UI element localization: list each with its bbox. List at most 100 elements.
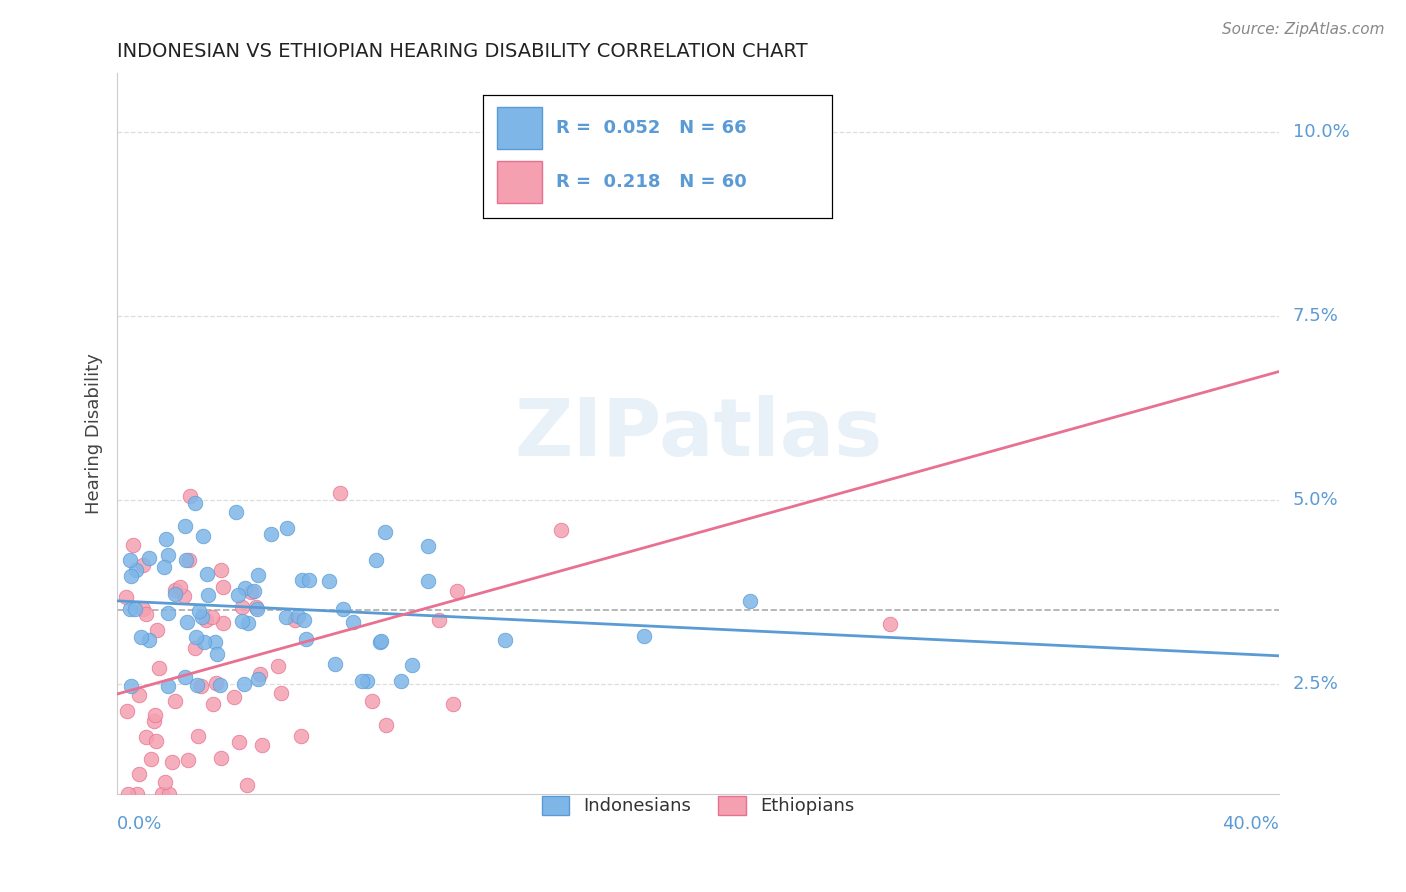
Point <box>276 610 298 624</box>
Text: 10.0%: 10.0% <box>1294 123 1350 141</box>
Point <box>228 735 250 749</box>
Point <box>361 693 384 707</box>
Point <box>187 604 209 618</box>
Point <box>117 787 139 801</box>
Point <box>323 657 346 672</box>
Point <box>246 672 269 686</box>
Point <box>356 674 378 689</box>
Point <box>156 606 179 620</box>
Point <box>233 582 256 596</box>
Point <box>352 674 374 689</box>
Point <box>250 739 273 753</box>
Point <box>364 553 387 567</box>
Point <box>239 584 262 599</box>
Point <box>195 566 218 581</box>
Point <box>174 552 197 566</box>
Text: 5.0%: 5.0% <box>1294 491 1339 508</box>
Point <box>135 730 157 744</box>
Point <box>155 532 177 546</box>
Point <box>208 677 231 691</box>
Y-axis label: Hearing Disability: Hearing Disability <box>86 353 103 514</box>
Point <box>145 733 167 747</box>
Point <box>176 753 198 767</box>
Point <box>270 686 292 700</box>
Point <box>173 589 195 603</box>
Point <box>550 524 572 538</box>
Point <box>242 583 264 598</box>
Point <box>115 590 138 604</box>
Point <box>120 602 142 616</box>
Point <box>368 635 391 649</box>
Text: 0.0%: 0.0% <box>117 815 163 833</box>
Point <box>247 567 270 582</box>
Point <box>160 755 183 769</box>
Point <box>740 594 762 608</box>
Point <box>212 580 235 594</box>
Point <box>494 633 516 648</box>
Legend: Indonesians, Ethiopians: Indonesians, Ethiopians <box>533 787 863 824</box>
Point <box>291 573 314 587</box>
Point <box>122 538 145 552</box>
Point <box>132 602 155 616</box>
Point <box>236 779 259 793</box>
Point <box>375 718 398 732</box>
Point <box>128 688 150 702</box>
Point <box>418 539 440 553</box>
Point <box>226 589 249 603</box>
Point <box>295 632 318 646</box>
Point <box>190 679 212 693</box>
Point <box>143 714 166 728</box>
Point <box>187 729 209 743</box>
Point <box>135 607 157 622</box>
Point <box>201 610 224 624</box>
Point <box>148 661 170 675</box>
Point <box>209 563 232 577</box>
Point <box>139 752 162 766</box>
Point <box>222 690 245 704</box>
Point <box>163 583 186 598</box>
Point <box>124 562 146 576</box>
Point <box>191 609 214 624</box>
Point <box>179 489 201 503</box>
Point <box>287 608 309 623</box>
Point <box>184 630 207 644</box>
Point <box>298 573 321 587</box>
Point <box>176 615 198 629</box>
Point <box>245 600 267 615</box>
Point <box>184 640 207 655</box>
Point <box>441 698 464 712</box>
Point <box>143 707 166 722</box>
Point <box>401 658 423 673</box>
Point <box>157 787 180 801</box>
Point <box>427 613 450 627</box>
Text: INDONESIAN VS ETHIOPIAN HEARING DISABILITY CORRELATION CHART: INDONESIAN VS ETHIOPIAN HEARING DISABILI… <box>117 42 808 61</box>
Point <box>446 583 468 598</box>
Point <box>416 574 439 588</box>
Point <box>191 529 214 543</box>
Point <box>169 580 191 594</box>
Point <box>184 496 207 510</box>
Point <box>194 613 217 627</box>
Point <box>131 631 153 645</box>
Point <box>318 574 340 588</box>
Point <box>231 614 253 628</box>
Point <box>246 602 269 616</box>
Point <box>127 787 149 801</box>
Point <box>633 629 655 643</box>
Point <box>174 519 197 533</box>
Point <box>389 673 412 688</box>
Point <box>124 602 146 616</box>
Point <box>173 669 195 683</box>
Point <box>128 767 150 781</box>
Point <box>260 527 283 541</box>
Point <box>332 602 354 616</box>
Point <box>153 774 176 789</box>
Point <box>284 613 307 627</box>
Point <box>290 729 312 743</box>
Point <box>120 680 142 694</box>
Point <box>879 616 901 631</box>
Point <box>117 704 139 718</box>
Point <box>138 633 160 648</box>
Point <box>329 486 352 500</box>
Point <box>153 560 176 574</box>
